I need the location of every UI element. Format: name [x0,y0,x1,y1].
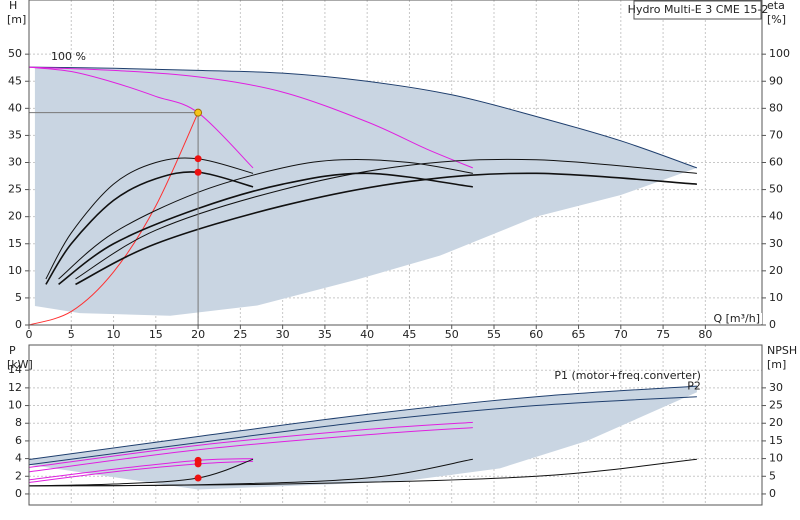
curve [28,66,474,169]
y2-tick-label: 0 [769,318,776,331]
y-tick-label: 30 [8,156,22,169]
y-axis-label: H [9,0,17,12]
curve [75,172,697,286]
y-tick-label: 10 [8,264,22,277]
curve [28,396,697,466]
y2-axis-unit: [%] [767,13,786,26]
y2-tick-label: 70 [769,128,783,141]
y2-tick-label: 100 [769,47,790,60]
x-tick-label: 50 [445,328,459,341]
curve [28,385,697,460]
chart-title: Hydro Multi-E 3 CME 15-2 [628,3,769,16]
y-tick-label: 45 [8,74,22,87]
duty-point [194,108,203,117]
x-tick-label: 45 [402,328,416,341]
y2-tick-label: 0 [769,487,776,500]
x-tick-label: 5 [68,328,75,341]
title-box [633,0,762,20]
y-tick-label: 4 [15,452,22,465]
y-tick-label: 0 [15,487,22,500]
y-tick-label: 5 [15,291,22,304]
y-tick-label: 12 [8,381,22,394]
curve [28,112,199,326]
x-tick-label: 15 [149,328,163,341]
x-tick-label: 60 [529,328,543,341]
x-tick-label: 10 [107,328,121,341]
y-tick-label: 35 [8,128,22,141]
y-axis-unit: [kW] [7,358,33,371]
x-tick-label: 55 [487,328,501,341]
curve [28,458,697,487]
y2-tick-label: 90 [769,74,783,87]
duty-point [194,155,202,163]
y2-axis-label: eta [767,0,785,12]
y2-tick-label: 10 [769,452,783,465]
y-tick-label: 14 [8,363,22,376]
curve [45,171,254,285]
y2-axis-label: NPSH [767,344,797,357]
y2-tick-label: 20 [769,264,783,277]
x-tick-label: 25 [233,328,247,341]
x-tick-label: 30 [276,328,290,341]
duty-point [194,460,202,468]
y-tick-label: 8 [15,416,22,429]
y2-tick-label: 40 [769,210,783,223]
curve-label: 100 % [51,50,86,63]
y-tick-label: 0 [15,318,22,331]
x-tick-label: 75 [656,328,670,341]
curve [28,427,473,473]
x-tick-label: 0 [26,328,33,341]
y-tick-label: 6 [15,434,22,447]
curve-label: P1 (motor+freq.converter) [554,369,701,382]
x-label-bg [718,313,762,324]
y2-tick-label: 30 [769,237,783,250]
y2-tick-label: 15 [769,434,783,447]
operating-area [34,67,697,316]
x-tick-label: 35 [318,328,332,341]
curve [28,421,473,468]
plot-frame [28,0,763,326]
y-tick-label: 50 [8,47,22,60]
y2-tick-label: 30 [769,381,783,394]
x-axis-label: Q [m³/h] [713,312,760,325]
y2-tick-label: 80 [769,101,783,114]
y-tick-label: 15 [8,237,22,250]
y2-tick-label: 25 [769,399,783,412]
curve [58,159,473,280]
y2-tick-label: 5 [769,469,776,482]
y2-tick-label: 60 [769,156,783,169]
duty-point [194,168,202,176]
y-tick-label: 10 [8,399,22,412]
y2-axis-unit: [m] [767,358,786,371]
y-tick-label: 40 [8,101,22,114]
curve [28,66,698,169]
curve [28,458,254,481]
y-tick-label: 25 [8,183,22,196]
y-tick-label: 20 [8,210,22,223]
y-axis-unit: [m] [7,13,26,26]
y2-tick-label: 50 [769,183,783,196]
x-tick-label: 65 [572,328,586,341]
y2-tick-label: 20 [769,416,783,429]
curve [75,158,697,280]
y-axis-label: P [9,344,16,357]
x-tick-label: 40 [360,328,374,341]
x-tick-label: 80 [698,328,712,341]
curve [58,172,473,286]
x-tick-label: 70 [614,328,628,341]
curve-label: P2 [687,380,701,393]
plot-frame [28,344,763,506]
x-tick-label: 20 [191,328,205,341]
duty-point [194,474,202,482]
curve [28,66,254,169]
curve [28,460,254,483]
y-tick-label: 2 [15,469,22,482]
y2-tick-label: 10 [769,291,783,304]
